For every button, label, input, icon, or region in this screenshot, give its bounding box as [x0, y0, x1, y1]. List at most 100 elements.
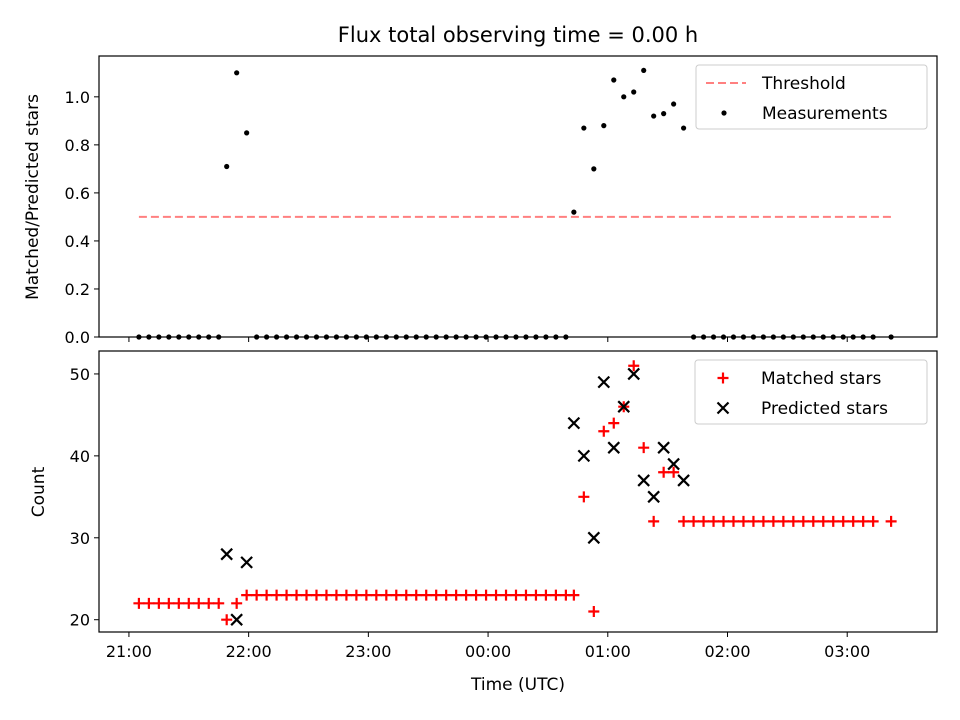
matched-star-point: [271, 589, 283, 601]
measurement-point: [581, 125, 587, 131]
matched-star-point: [173, 597, 185, 609]
y-tick-label: 30: [70, 529, 90, 548]
measurement-point: [244, 130, 250, 136]
matched-star-point: [203, 597, 215, 609]
predicted-star-point: [240, 556, 253, 569]
legend-swatch-matched: [717, 372, 729, 384]
series-matched-stars: [133, 360, 897, 626]
matched-star-point: [857, 515, 869, 527]
matched-star-point: [678, 515, 690, 527]
matched-star-point: [310, 589, 322, 601]
matched-star-point: [370, 589, 382, 601]
x-axis-label: Time (UTC): [470, 675, 565, 695]
matched-star-point: [648, 515, 660, 527]
matched-star-point: [320, 589, 332, 601]
measurement-point: [591, 166, 597, 172]
matched-star-point: [668, 466, 680, 478]
measurement-point: [681, 125, 687, 131]
matched-star-point: [510, 589, 522, 601]
predicted-star-point: [577, 449, 591, 463]
x-tick-label: 03:00: [824, 642, 870, 661]
matched-star-point: [340, 589, 352, 601]
measurement-point: [671, 101, 677, 107]
matched-star-point: [350, 589, 362, 601]
predicted-star-point: [667, 457, 680, 471]
matched-star-point: [757, 515, 769, 527]
x-tick-label: 00:00: [465, 642, 511, 661]
x-tick-label: 23:00: [345, 642, 391, 661]
measurement-point: [631, 89, 637, 95]
y-tick-label: 0.8: [65, 136, 90, 155]
matched-star-point: [500, 589, 512, 601]
legend-label: Matched stars: [761, 369, 881, 389]
measurement-point: [234, 70, 240, 76]
y-tick-label: 1.0: [65, 88, 90, 107]
plot-frame: [98, 55, 938, 338]
matched-star-point: [221, 614, 233, 626]
y-axis-label-bottom: Count: [29, 466, 49, 517]
predicted-star-point: [607, 441, 621, 454]
matched-star-point: [390, 589, 402, 601]
matched-star-point: [688, 515, 700, 527]
matched-star-point: [598, 425, 610, 437]
matched-star-point: [420, 589, 432, 601]
matched-star-point: [568, 589, 580, 601]
matched-star-point: [588, 606, 600, 618]
predicted-star-point: [647, 490, 660, 504]
y-tick-label: 40: [70, 447, 90, 466]
matched-star-point: [718, 515, 730, 527]
predicted-star-point: [637, 474, 650, 487]
matched-star-point: [213, 597, 225, 609]
matched-star-point: [550, 589, 562, 601]
matched-star-point: [698, 515, 710, 527]
matched-star-point: [440, 589, 452, 601]
matched-star-point: [867, 515, 879, 527]
y-axis-label-top: Matched/Predicted stars: [23, 94, 43, 300]
matched-star-point: [708, 515, 720, 527]
matched-star-point: [143, 597, 155, 609]
y-tick-label: 0.4: [65, 232, 90, 251]
matched-star-point: [885, 515, 897, 527]
matched-star-point: [727, 515, 739, 527]
matched-star-point: [430, 589, 442, 601]
plot-frame: [98, 350, 938, 633]
y-tick-label: 0.0: [65, 328, 90, 347]
legend-label: Threshold: [761, 74, 846, 94]
matched-star-point: [380, 589, 392, 601]
measurement-point: [661, 111, 667, 117]
predicted-star-point: [587, 531, 601, 545]
y-tick-label: 20: [70, 611, 90, 630]
matched-star-point: [530, 589, 542, 601]
matched-star-point: [133, 597, 145, 609]
matched-star-point: [281, 589, 293, 601]
matched-star-point: [291, 589, 303, 601]
measurement-point: [571, 209, 577, 215]
matched-star-point: [837, 515, 849, 527]
predicted-star-point: [617, 400, 631, 413]
matched-star-point: [807, 515, 819, 527]
matched-star-point: [330, 589, 342, 601]
matched-star-point: [183, 597, 195, 609]
predicted-star-point: [597, 375, 611, 389]
measurement-point: [651, 113, 657, 119]
matched-star-point: [578, 491, 590, 503]
matched-star-point: [827, 515, 839, 527]
legend-label: Predicted stars: [761, 399, 888, 419]
matched-star-point: [608, 417, 620, 429]
measurement-point: [611, 77, 617, 83]
matched-star-point: [737, 515, 749, 527]
measurement-point: [641, 67, 647, 74]
matched-star-point: [747, 515, 759, 527]
predicted-star-point: [657, 441, 670, 454]
matched-star-point: [490, 589, 502, 601]
matched-star-point: [261, 589, 273, 601]
x-tick-label: 22:00: [226, 642, 272, 661]
measurement-point: [621, 94, 627, 100]
legend-swatch-predicted: [716, 401, 730, 415]
matched-star-point: [193, 597, 205, 609]
matched-star-point: [817, 515, 829, 527]
legend-label: Measurements: [762, 104, 888, 124]
matched-star-point: [480, 589, 492, 601]
matched-star-point: [360, 589, 372, 601]
matched-star-point: [540, 589, 552, 601]
